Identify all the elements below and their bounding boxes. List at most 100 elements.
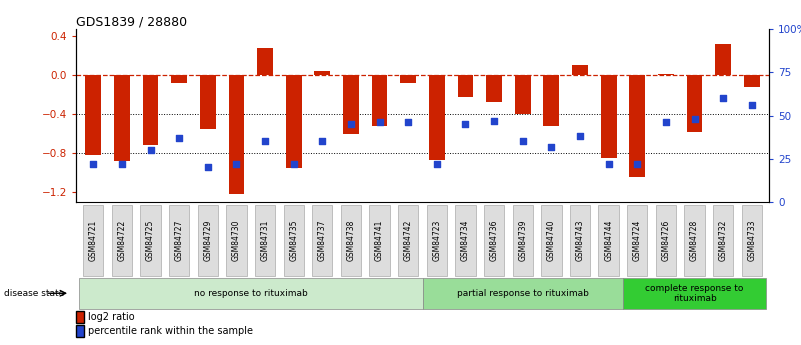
Bar <box>486 75 502 102</box>
Point <box>459 121 472 127</box>
Bar <box>286 75 301 168</box>
Text: complete response to
rituximab: complete response to rituximab <box>646 284 743 303</box>
Text: GSM84729: GSM84729 <box>203 220 212 261</box>
FancyBboxPatch shape <box>570 205 590 276</box>
Point <box>344 121 357 127</box>
Point <box>602 161 615 167</box>
Text: GSM84732: GSM84732 <box>718 220 727 261</box>
Text: GSM84721: GSM84721 <box>89 220 98 261</box>
FancyBboxPatch shape <box>169 205 189 276</box>
Text: GSM84743: GSM84743 <box>575 220 585 262</box>
Point <box>402 120 415 125</box>
FancyBboxPatch shape <box>83 205 103 276</box>
Bar <box>343 75 359 134</box>
FancyBboxPatch shape <box>340 205 361 276</box>
FancyBboxPatch shape <box>484 205 505 276</box>
Point <box>545 144 557 149</box>
FancyBboxPatch shape <box>627 205 647 276</box>
FancyBboxPatch shape <box>369 205 390 276</box>
Text: GSM84742: GSM84742 <box>404 220 413 261</box>
Text: disease state: disease state <box>4 289 64 298</box>
Point <box>430 161 443 167</box>
FancyBboxPatch shape <box>656 205 676 276</box>
FancyBboxPatch shape <box>684 205 705 276</box>
Text: GSM84726: GSM84726 <box>662 220 670 261</box>
Bar <box>686 75 702 132</box>
Point <box>144 147 157 153</box>
Text: GSM84741: GSM84741 <box>375 220 384 261</box>
Text: GSM84722: GSM84722 <box>118 220 127 261</box>
Bar <box>372 75 388 126</box>
Bar <box>515 75 530 114</box>
Point <box>316 139 328 144</box>
Bar <box>658 74 674 75</box>
Point <box>201 165 214 170</box>
Bar <box>257 48 273 75</box>
Text: GSM84744: GSM84744 <box>604 220 613 262</box>
Point <box>688 116 701 122</box>
Text: GSM84737: GSM84737 <box>318 220 327 262</box>
FancyBboxPatch shape <box>79 278 422 309</box>
Bar <box>114 75 130 161</box>
Bar <box>200 75 215 129</box>
FancyBboxPatch shape <box>541 205 562 276</box>
Text: GSM84727: GSM84727 <box>175 220 183 261</box>
Point <box>488 118 501 124</box>
Point <box>746 102 759 108</box>
FancyBboxPatch shape <box>140 205 161 276</box>
FancyBboxPatch shape <box>427 205 447 276</box>
Bar <box>171 75 187 83</box>
Text: GSM84739: GSM84739 <box>518 220 527 262</box>
Point <box>659 120 672 125</box>
Text: GSM84734: GSM84734 <box>461 220 470 262</box>
Text: GSM84735: GSM84735 <box>289 220 298 262</box>
Text: no response to rituximab: no response to rituximab <box>194 289 308 298</box>
Bar <box>544 75 559 126</box>
FancyBboxPatch shape <box>713 205 733 276</box>
Point <box>373 120 386 125</box>
Text: percentile rank within the sample: percentile rank within the sample <box>88 326 253 336</box>
Bar <box>86 75 101 155</box>
FancyBboxPatch shape <box>455 205 476 276</box>
Text: GSM84733: GSM84733 <box>747 220 756 262</box>
Bar <box>228 75 244 194</box>
Bar <box>429 75 445 160</box>
Point <box>631 161 644 167</box>
Bar <box>315 71 330 75</box>
Point <box>259 139 272 144</box>
Bar <box>457 75 473 97</box>
Text: GSM84723: GSM84723 <box>433 220 441 261</box>
Text: GSM84731: GSM84731 <box>260 220 270 261</box>
Bar <box>744 75 759 87</box>
Text: GSM84730: GSM84730 <box>232 220 241 262</box>
Point <box>115 161 128 167</box>
Point <box>574 134 586 139</box>
Text: GSM84724: GSM84724 <box>633 220 642 261</box>
Bar <box>630 75 645 177</box>
FancyBboxPatch shape <box>623 278 766 309</box>
Bar <box>601 75 617 158</box>
FancyBboxPatch shape <box>226 205 247 276</box>
Point <box>717 96 730 101</box>
Point <box>230 161 243 167</box>
FancyBboxPatch shape <box>284 205 304 276</box>
Point <box>288 161 300 167</box>
FancyBboxPatch shape <box>598 205 619 276</box>
Point <box>173 135 186 141</box>
FancyBboxPatch shape <box>255 205 276 276</box>
FancyBboxPatch shape <box>422 278 623 309</box>
Bar <box>572 66 588 75</box>
Text: GSM84725: GSM84725 <box>146 220 155 261</box>
Text: GSM84738: GSM84738 <box>347 220 356 261</box>
Text: GSM84736: GSM84736 <box>489 220 498 262</box>
Bar <box>715 44 731 75</box>
FancyBboxPatch shape <box>742 205 762 276</box>
Point <box>517 139 529 144</box>
Text: GSM84740: GSM84740 <box>547 220 556 262</box>
FancyBboxPatch shape <box>312 205 332 276</box>
Bar <box>400 75 416 83</box>
Point <box>87 161 99 167</box>
FancyBboxPatch shape <box>513 205 533 276</box>
Text: partial response to rituximab: partial response to rituximab <box>457 289 589 298</box>
Text: GDS1839 / 28880: GDS1839 / 28880 <box>76 15 187 28</box>
